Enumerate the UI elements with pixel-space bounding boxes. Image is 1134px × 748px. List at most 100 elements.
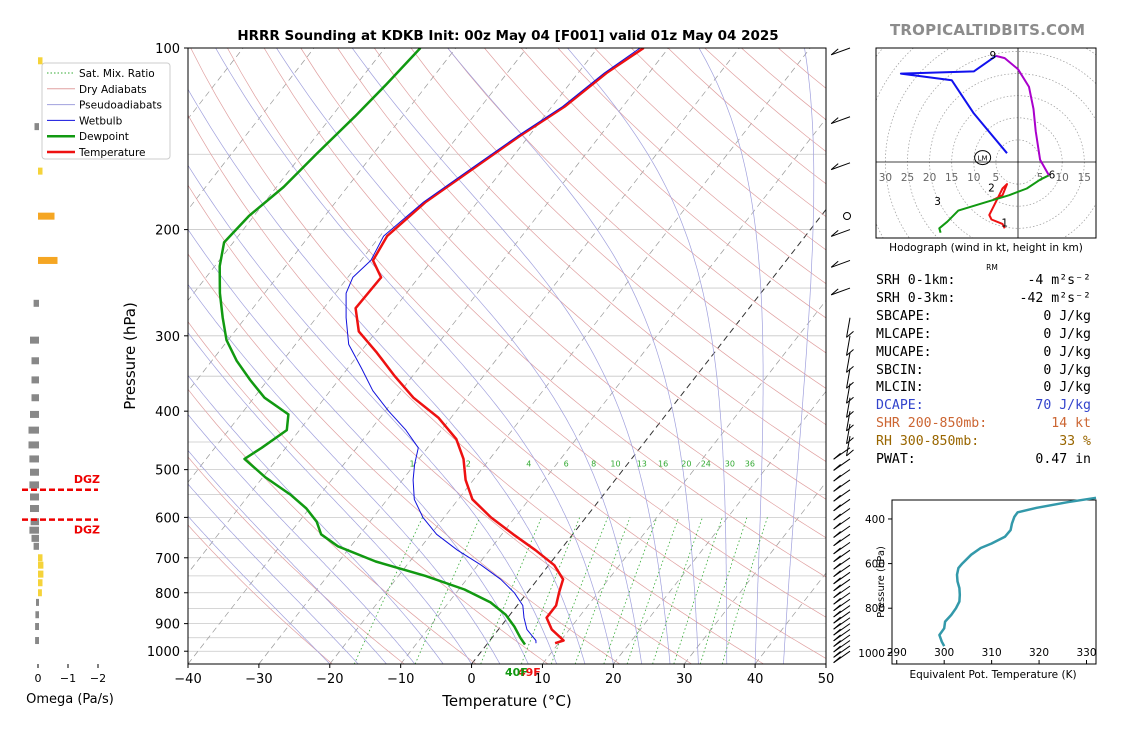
mixing-ratio-line — [574, 517, 631, 664]
barb-flag — [833, 452, 841, 460]
theta-e-line — [938, 496, 1097, 647]
hodograph-segment — [995, 54, 1050, 176]
mixing-ratio-line — [414, 517, 481, 664]
isotherm — [258, 48, 740, 664]
barb-staff — [831, 116, 851, 125]
barb-staff — [846, 352, 851, 373]
barb-flag — [846, 437, 854, 445]
barb-flag — [830, 117, 839, 124]
dry-adiabat — [188, 321, 549, 664]
omega-bar — [30, 410, 39, 418]
legend-label: Sat. Mix. Ratio — [79, 68, 155, 80]
barb-staff — [846, 423, 851, 444]
isotherm — [329, 48, 811, 664]
skewt-x-tick-label: 0 — [467, 672, 475, 687]
barb-flag — [833, 484, 841, 492]
dry-adiabat — [188, 114, 764, 664]
barb-flag — [833, 555, 841, 563]
omega-bar — [38, 212, 55, 220]
mixing-ratio-line — [721, 517, 768, 664]
parameter-row: PWAT: 0.47 in — [876, 451, 1091, 469]
pseudoadiabat — [698, 48, 764, 664]
barb-staff — [846, 397, 851, 418]
skewt-y-tick-label: 800 — [155, 587, 180, 602]
sounding-parameters: SRH 0-1km: -4 m²s⁻² SRH 0-3km: -42 m²s⁻² SBC… — [876, 272, 1091, 469]
omega-bar — [30, 505, 39, 513]
barb-flag — [833, 570, 841, 578]
parameter-row: MLCIN: 0 J/kg — [876, 379, 1091, 397]
skewt-x-tick-label: 20 — [605, 672, 622, 687]
omega-bar — [38, 570, 44, 578]
omega-bar — [38, 589, 42, 597]
hodograph-segment — [899, 55, 1008, 154]
omega-bar — [31, 394, 39, 402]
barb-staff — [846, 383, 851, 404]
hodograph-ring-label: 25 — [901, 172, 914, 184]
pseudoadiabat — [188, 228, 529, 664]
theta-e-x-axis-label: Equivalent Pot. Temperature (K) — [909, 669, 1076, 681]
hodograph-height-label: 1 — [1001, 217, 1008, 229]
barb-flag — [833, 604, 841, 612]
theta-e-frame — [891, 499, 1097, 665]
barb-flag — [833, 651, 841, 658]
rm-label: RM — [986, 263, 998, 272]
mixing-ratio-label: 8 — [591, 460, 596, 469]
skewt-x-tick-label: 10 — [534, 672, 551, 687]
pseudoadiabat — [188, 413, 416, 664]
legend-label: Dewpoint — [79, 131, 129, 143]
barb-flag — [846, 349, 854, 356]
parameter-label: SBCAPE: — [876, 308, 932, 324]
legend-label: Wetbulb — [79, 115, 123, 127]
barb-staff — [831, 229, 851, 237]
omega-bar — [38, 57, 43, 65]
hodograph-ring-label: 5 — [1037, 172, 1044, 184]
barb-staff — [846, 317, 851, 338]
surface-temperature-label: 49F — [518, 666, 541, 679]
parameter-label: RH 300-850mb: — [876, 434, 980, 450]
lm-label: LM — [978, 155, 988, 163]
barb-staff — [831, 287, 851, 296]
profile-dewpoint — [218, 48, 527, 646]
omega-axes: DGZ DGZ 0 −1 −2 — [22, 473, 106, 685]
barb-staff — [846, 411, 851, 431]
dry-adiabat — [520, 48, 826, 319]
barb-flag — [833, 628, 841, 636]
barb-staff — [846, 335, 851, 356]
omega-bar — [29, 455, 39, 463]
barb-flag — [833, 591, 841, 598]
omega-tick-label: −1 — [60, 672, 76, 685]
skewt-axes: −40 −30 −20 −10 0 10 20 30 40 50 100 200 300 400 500 60… — [147, 42, 834, 687]
mixing-ratio-label: 4 — [526, 460, 531, 469]
hodograph-rings: 30 25 20 15 10 5 5 10 15 — [876, 48, 1096, 238]
mixing-ratio-line — [673, 517, 723, 664]
parameter-row: SBCIN: 0 J/kg — [876, 362, 1091, 380]
hodograph-height-label: 3 — [934, 196, 941, 208]
barb-staff — [846, 368, 851, 389]
dry-adiabat — [263, 48, 826, 578]
barb-flag — [833, 640, 841, 647]
profile-wetbulb — [345, 48, 641, 644]
chart-title: HRRR Sounding at KDKB Init: 00z May 04 [… — [237, 28, 778, 44]
mixing-ratio-label: 36 — [745, 460, 755, 469]
hodograph-segment — [938, 174, 1050, 233]
barb-flag — [833, 547, 841, 555]
omega-bar — [36, 598, 39, 606]
barb-flag — [833, 597, 841, 605]
parameter-label: MLCIN: — [876, 380, 924, 396]
dry-adiabat — [410, 48, 826, 426]
omega-bar — [38, 579, 43, 587]
skewt-background-lines: 1 2 4 6 8 10 13 16 20 24 30 36 — [188, 48, 826, 664]
skewt-y-tick-label: 200 — [155, 224, 180, 239]
skewt-y-tick-label: 900 — [155, 618, 180, 633]
mixing-ratio-label: 2 — [466, 460, 471, 469]
freezing-isotherm — [471, 208, 826, 664]
theta-e-panel: 400 600 800 1000 290 300 310 320 330 Equivalent … — [858, 496, 1097, 681]
parameter-label: SRH 0-1km: — [876, 273, 956, 288]
barb-flag — [830, 288, 839, 296]
hodograph-ring-label: 15 — [1078, 172, 1091, 184]
brand-watermark: TROPICALTIDBITS.COM — [890, 21, 1086, 39]
omega-panel: DGZ DGZ 0 −1 −2 Omega (Pa/s) — [22, 57, 114, 707]
omega-bar — [35, 611, 39, 619]
parameter-value: 0 J/kg — [1043, 380, 1091, 396]
barb-flag — [833, 656, 841, 664]
